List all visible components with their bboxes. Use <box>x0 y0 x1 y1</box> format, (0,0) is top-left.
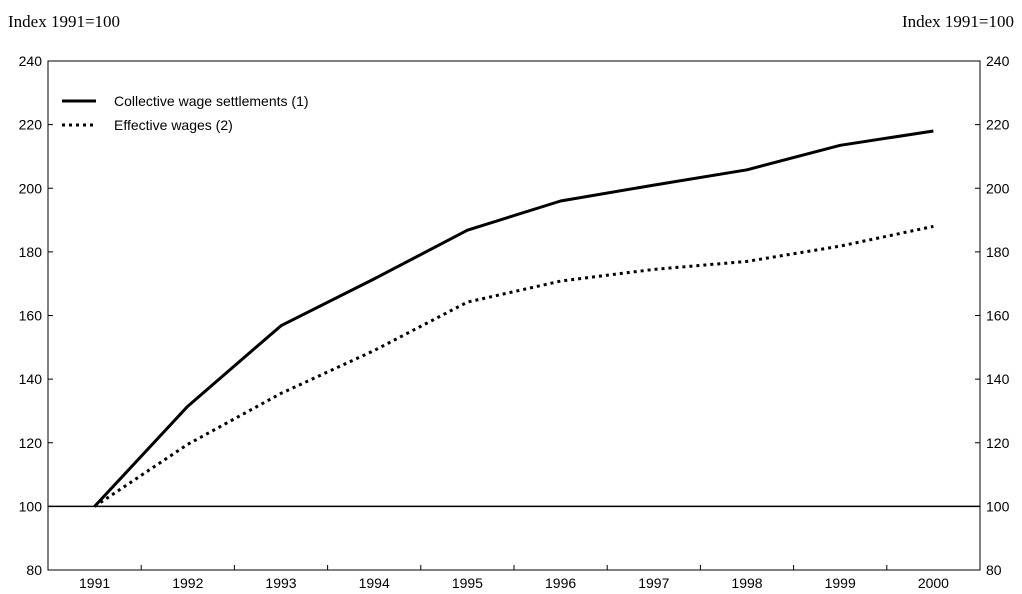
series-lines <box>93 129 934 508</box>
left-y-tick-label: 80 <box>26 562 42 578</box>
x-tick-label: 1993 <box>265 575 296 591</box>
x-tick-label: 1995 <box>452 575 483 591</box>
legend-label-collective: Collective wage settlements (1) <box>114 93 309 109</box>
left-y-tick-label: 120 <box>19 435 43 451</box>
x-tick-label: 1998 <box>731 575 762 591</box>
right-y-tick-label: 160 <box>986 308 1010 324</box>
left-y-tick-label: 240 <box>19 53 43 69</box>
legend-label-effective: Effective wages (2) <box>114 117 233 133</box>
right-y-tick-label: 140 <box>986 371 1010 387</box>
right-y-tick-label: 80 <box>986 562 1002 578</box>
left-y-tick-label: 160 <box>19 308 43 324</box>
plot-frame <box>47 60 981 571</box>
right-y-tick-label: 120 <box>986 435 1010 451</box>
x-tick-label: 1991 <box>79 575 110 591</box>
right-y-tick-label: 180 <box>986 244 1010 260</box>
x-tick-label: 1997 <box>638 575 669 591</box>
right-y-tick-label: 240 <box>986 53 1010 69</box>
right-y-tick-label: 200 <box>986 180 1010 196</box>
right-axis-unit: Index 1991=100 <box>902 12 1014 31</box>
x-ticks: 1991 1992 1993 1994 1995 1996 1997 1998 1999 2000 <box>79 565 949 591</box>
left-y-tick-label: 200 <box>19 180 43 196</box>
right-y-ticks: 80 100 120 140 160 180 200 220 240 <box>975 53 1010 578</box>
x-tick-label: 1992 <box>172 575 203 591</box>
legend: Collective wage settlements (1) Effectiv… <box>62 93 309 133</box>
left-y-tick-label: 140 <box>19 371 43 387</box>
left-y-ticks: 80 100 120 140 160 180 200 220 240 <box>19 53 53 578</box>
x-tick-label: 1999 <box>825 575 856 591</box>
left-axis-unit: Index 1991=100 <box>8 12 120 31</box>
x-tick-label: 1994 <box>359 575 390 591</box>
left-y-tick-label: 220 <box>19 117 43 133</box>
x-tick-label: 1996 <box>545 575 576 591</box>
left-y-tick-label: 180 <box>19 244 43 260</box>
series-line-effective <box>93 224 934 508</box>
x-tick-label: 2000 <box>918 575 949 591</box>
right-y-tick-label: 220 <box>986 117 1010 133</box>
left-y-tick-label: 100 <box>19 498 43 514</box>
series-line-collective <box>93 129 934 508</box>
right-y-tick-label: 100 <box>986 498 1010 514</box>
